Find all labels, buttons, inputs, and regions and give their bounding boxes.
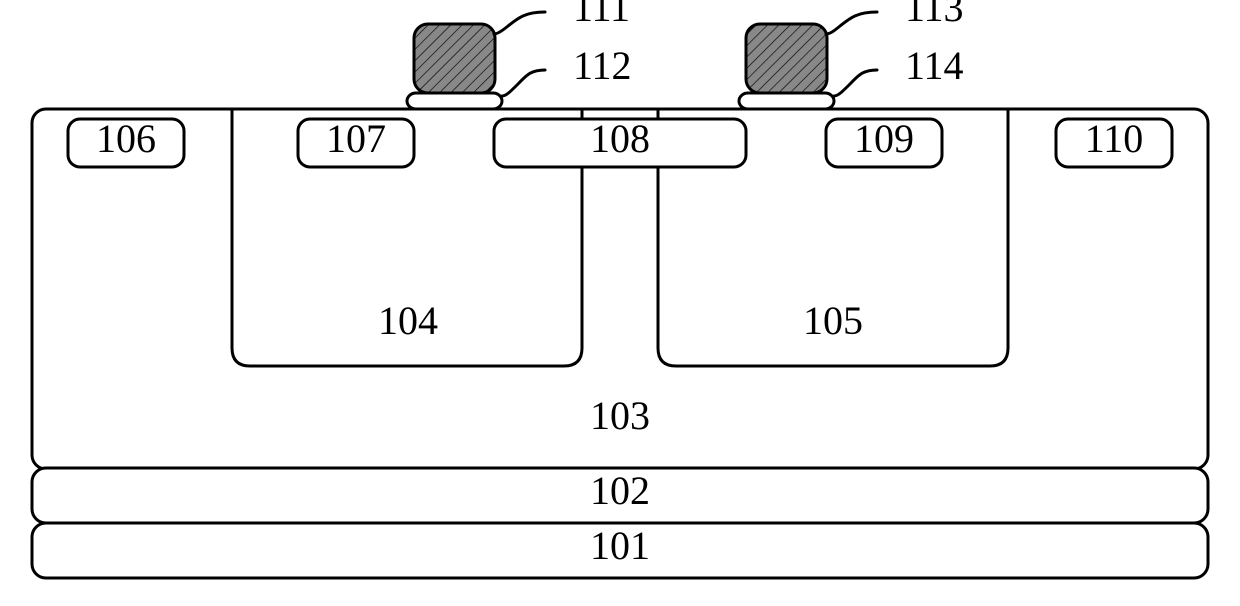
gate-oxide-right	[739, 93, 834, 109]
label-107: 107	[326, 116, 386, 161]
label-106: 106	[96, 116, 156, 161]
callout-leader-113	[826, 12, 877, 34]
callout-leader-114	[834, 70, 877, 96]
gate-contact-right	[746, 24, 827, 93]
label-103: 103	[590, 393, 650, 438]
label-109: 109	[854, 116, 914, 161]
callout-leader-111	[494, 12, 545, 34]
label-108: 108	[590, 116, 650, 161]
label-101: 101	[590, 523, 650, 568]
label-110: 110	[1085, 116, 1144, 161]
callout-label-114: 114	[905, 43, 964, 88]
label-104: 104	[378, 298, 438, 343]
callout-label-113: 113	[905, 0, 964, 30]
callout-leader-112	[502, 70, 545, 96]
gate-oxide-left	[407, 93, 502, 109]
label-102: 102	[590, 468, 650, 513]
gate-contact-left	[414, 24, 495, 93]
callout-label-112: 112	[573, 43, 632, 88]
label-105: 105	[803, 298, 863, 343]
callout-label-111: 111	[573, 0, 630, 30]
